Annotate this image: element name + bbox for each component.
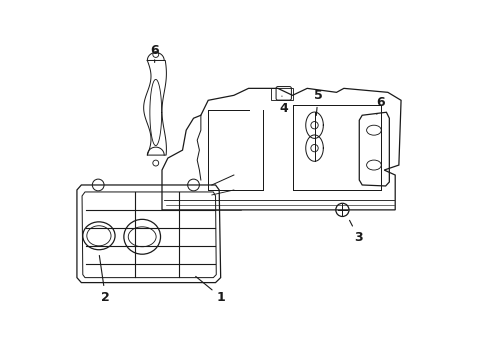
Text: 6: 6 [375,96,384,114]
Text: 4: 4 [279,96,287,115]
Text: 5: 5 [313,89,322,116]
Text: 3: 3 [349,220,362,244]
Text: 6: 6 [150,44,159,62]
Text: 1: 1 [195,276,225,304]
Text: 2: 2 [99,256,110,304]
